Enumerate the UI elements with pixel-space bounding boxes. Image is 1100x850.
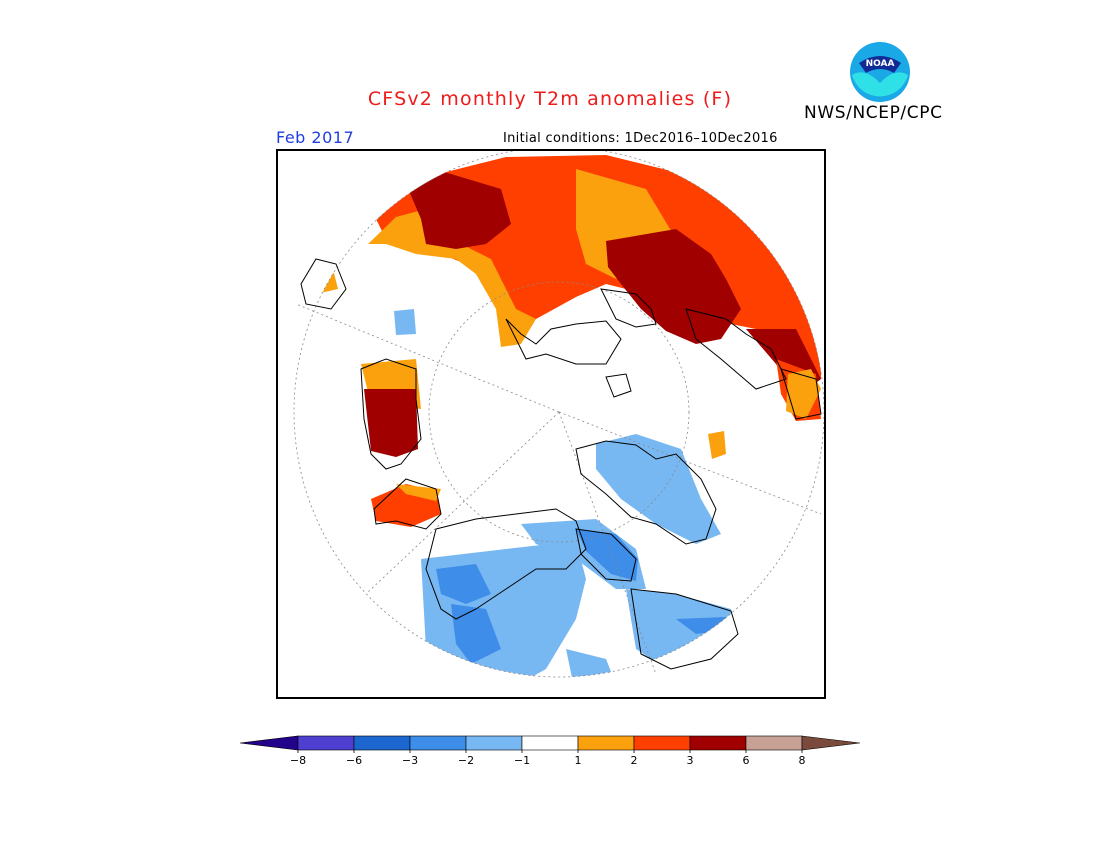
legend-bin [745, 735, 803, 751]
greenland-small-cold [394, 309, 416, 335]
western-plains-cold [451, 604, 501, 664]
hudson-bay-cold [576, 529, 638, 581]
graticule-meridian [295, 303, 560, 413]
coastline-greenland [360, 358, 422, 470]
legend-bin [353, 735, 411, 751]
legend-tick-label: 2 [631, 754, 638, 767]
legend-tick-label: 3 [687, 754, 694, 767]
legend-tick-label: −3 [402, 754, 418, 767]
coastline-arctic-islands [505, 318, 622, 365]
legend-tick-label: −6 [346, 754, 362, 767]
northeast-siberia-cold [596, 434, 721, 544]
legend-tick-label: 8 [799, 754, 806, 767]
coastlines [300, 258, 822, 670]
map-title: CFSv2 monthly T2m anomalies (F) [367, 88, 733, 110]
valid-month-label: Feb 2017 [276, 128, 355, 147]
legend-tick-label: −2 [458, 754, 474, 767]
legend-arrow-high [801, 735, 861, 751]
map-frame [276, 149, 826, 699]
legend-bin [465, 735, 523, 751]
legend-bins [239, 735, 861, 751]
graticule-meridian [558, 411, 657, 675]
noaa-logo-text: NOAA [866, 59, 895, 69]
siberia-core-warm [606, 229, 741, 344]
coastline-north-america [425, 508, 587, 620]
agency-label: NWS/NCEP/CPC [804, 103, 943, 123]
scandinavia-warm [404, 171, 511, 249]
western-north-america-cold [436, 564, 491, 604]
coastline-hudson-bay [575, 528, 637, 582]
legend-bin [521, 735, 579, 751]
southwest-canada-cold [566, 649, 621, 677]
noaa-logo-bird [859, 56, 901, 73]
graticule-meridian [365, 411, 560, 595]
color-legend: −8 −6 −3 −2 −1 1 2 3 6 8 [239, 735, 861, 767]
legend-tick-label: 6 [743, 754, 750, 767]
noaa-logo: NOAA [850, 42, 910, 102]
legend-tick-label: −8 [290, 754, 306, 767]
coastline-japan [780, 368, 822, 420]
legend-tick-label: −1 [514, 754, 530, 767]
coastline-svalbard [605, 373, 632, 398]
noaa-logo-waves [852, 72, 908, 97]
polar-map [276, 149, 826, 699]
graticule-inner-circle [428, 281, 690, 543]
legend-tick-labels: −8 −6 −3 −2 −1 1 2 3 6 8 [290, 750, 806, 767]
coastline-chukotka [685, 308, 787, 390]
legend-arrow-low [239, 735, 299, 751]
greenland-warm [364, 389, 418, 457]
coastline-siberia-east [575, 440, 717, 545]
coastline-iceland [300, 258, 347, 310]
legend-tick-label: 1 [575, 754, 582, 767]
coastline-east-canada [630, 588, 739, 670]
alaska-small-warm [708, 431, 726, 459]
legend-bin [577, 735, 635, 751]
initial-conditions-label: Initial conditions: 1Dec2016–10Dec2016 [503, 131, 778, 146]
japan-warm [786, 369, 821, 419]
anomaly-fields [306, 155, 821, 677]
legend-bin [689, 735, 747, 751]
coastline-taymyr [600, 288, 657, 328]
coastline-alaska [373, 478, 442, 530]
east-europe-warm [368, 209, 536, 347]
legend-bin [409, 735, 467, 751]
graticule-meridian [558, 411, 822, 515]
legend-bin [297, 735, 355, 751]
legend-bin [633, 735, 691, 751]
alaska-coast-outer-warm [396, 484, 441, 501]
